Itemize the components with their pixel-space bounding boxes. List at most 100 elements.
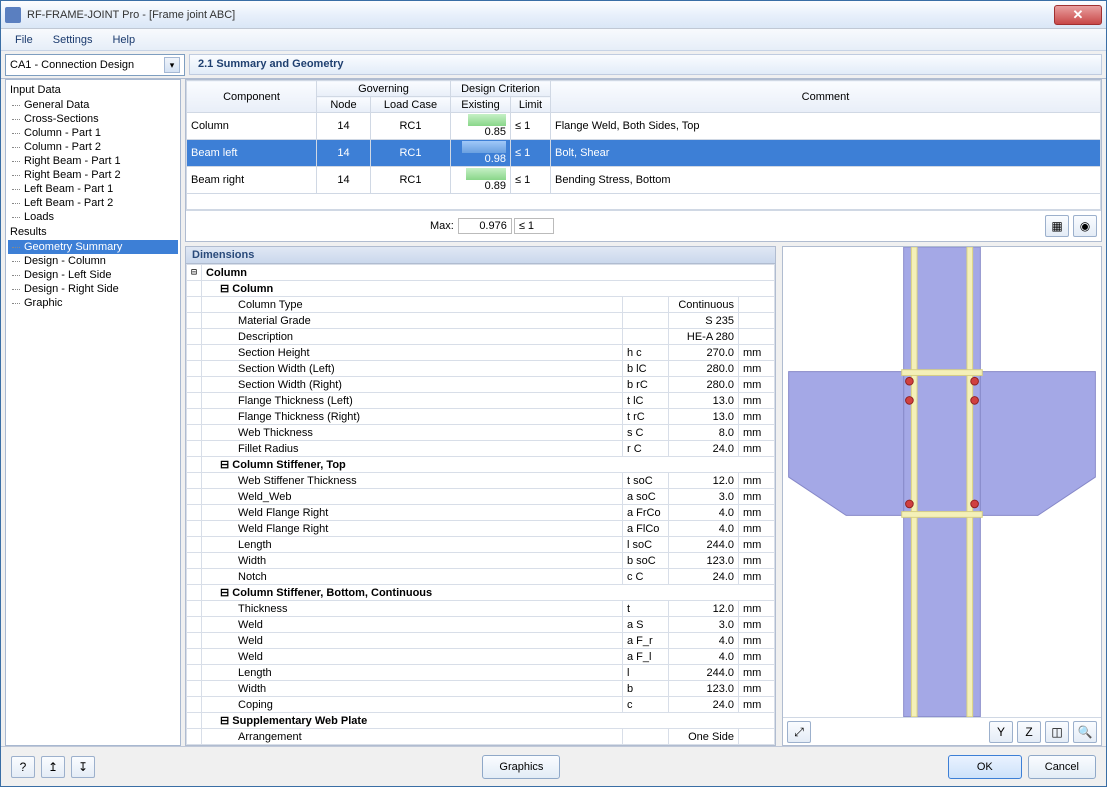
menubar: File Settings Help <box>1 29 1106 51</box>
th-limit: Limit <box>511 97 551 113</box>
tree-item[interactable]: General Data <box>8 98 178 112</box>
eye-icon[interactable]: ◉ <box>1073 215 1097 237</box>
graphics-button[interactable]: Graphics <box>482 755 560 779</box>
body: Input Data General DataCross-SectionsCol… <box>1 79 1106 746</box>
summary-table: Component Governing Design Criterion Com… <box>185 79 1102 242</box>
tree-item[interactable]: Design - Left Side <box>8 268 178 282</box>
nav-tree[interactable]: Input Data General DataCross-SectionsCol… <box>5 79 181 746</box>
bottombar: ? ↥ ↧ Graphics OK Cancel <box>1 746 1106 786</box>
tree-item[interactable]: Right Beam - Part 1 <box>8 154 178 168</box>
th-loadcase: Load Case <box>371 97 451 113</box>
dim-row[interactable]: Weld Flange Righta FrCo4.0mm <box>187 505 775 521</box>
max-limit: ≤ 1 <box>514 218 554 234</box>
close-button[interactable]: ✕ <box>1054 5 1102 25</box>
dim-row[interactable]: Web Stiffener Thicknesst soC12.0mm <box>187 473 775 489</box>
import-icon[interactable]: ↥ <box>41 756 65 778</box>
th-component: Component <box>187 81 317 113</box>
joint-preview[interactable] <box>783 247 1101 717</box>
dim-row[interactable]: Section Width (Left)b lC280.0mm <box>187 361 775 377</box>
dim-row[interactable]: Flange Thickness (Left)t lC13.0mm <box>187 393 775 409</box>
tree-item[interactable]: Graphic <box>8 296 178 310</box>
max-label: Max: <box>430 220 454 232</box>
summary-row[interactable]: Beam left14RC1 0.98≤ 1Bolt, Shear <box>187 140 1101 167</box>
tree-item[interactable]: Design - Right Side <box>8 282 178 296</box>
titlebar: RF-FRAME-JOINT Pro - [Frame joint ABC] ✕ <box>1 1 1106 29</box>
zoom-icon[interactable]: 🔍 <box>1073 721 1097 743</box>
tree-item[interactable]: Column - Part 2 <box>8 140 178 154</box>
tree-item[interactable]: Geometry Summary <box>8 240 178 254</box>
ok-button[interactable]: OK <box>948 755 1022 779</box>
dim-row[interactable]: ⊟ Column <box>187 281 775 297</box>
tree-item[interactable]: Cross-Sections <box>8 112 178 126</box>
tree-item[interactable]: Design - Column <box>8 254 178 268</box>
content: Component Governing Design Criterion Com… <box>185 79 1102 746</box>
tree-item[interactable]: Loads <box>8 210 178 224</box>
case-combo[interactable]: CA1 - Connection Design ▾ <box>5 54 185 76</box>
dim-row[interactable]: Weld Flange Righta FlCo4.0mm <box>187 521 775 537</box>
dim-row[interactable]: Welda F_r4.0mm <box>187 633 775 649</box>
dim-row[interactable]: Section Width (Right)b rC280.0mm <box>187 377 775 393</box>
dim-row[interactable]: Web Thicknesss C8.0mm <box>187 425 775 441</box>
measure-icon[interactable]: ⤢ <box>787 721 811 743</box>
dimensions-panel: Dimensions ⊟Column⊟ ColumnColumn TypeCon… <box>185 246 776 746</box>
max-value: 0.976 <box>458 218 512 234</box>
menu-help[interactable]: Help <box>104 32 143 48</box>
toolbar: CA1 - Connection Design ▾ 2.1 Summary an… <box>1 51 1106 79</box>
dim-row[interactable]: Flange Thickness (Right)t rC13.0mm <box>187 409 775 425</box>
app-icon <box>5 7 21 23</box>
dimensions-title: Dimensions <box>186 247 775 264</box>
dim-row[interactable]: Fillet Radiusr C24.0mm <box>187 441 775 457</box>
case-combo-value: CA1 - Connection Design <box>10 59 134 71</box>
chevron-down-icon: ▾ <box>164 57 180 73</box>
dim-row[interactable]: DescriptionHE-A 280 <box>187 329 775 345</box>
th-node: Node <box>317 97 371 113</box>
tree-results-hdr: Results <box>8 224 178 240</box>
tree-item[interactable]: Left Beam - Part 1 <box>8 182 178 196</box>
th-criterion: Design Criterion <box>451 81 551 97</box>
dim-row[interactable]: Welda F_l4.0mm <box>187 649 775 665</box>
export-icon[interactable]: ↧ <box>71 756 95 778</box>
dim-row[interactable]: ⊟ Column Stiffener, Bottom, Continuous <box>187 585 775 601</box>
menu-settings[interactable]: Settings <box>45 32 101 48</box>
dim-row[interactable]: Lengthl244.0mm <box>187 665 775 681</box>
dim-row[interactable]: Weld_Weba soC3.0mm <box>187 489 775 505</box>
max-row: Max: 0.976 ≤ 1 ▦ ◉ <box>186 210 1101 241</box>
tree-input-hdr: Input Data <box>8 82 178 98</box>
dim-row[interactable]: Copingc24.0mm <box>187 697 775 713</box>
axis-y-icon[interactable]: Y <box>989 721 1013 743</box>
th-comment: Comment <box>551 81 1101 113</box>
cancel-button[interactable]: Cancel <box>1028 755 1096 779</box>
th-existing: Existing <box>451 97 511 113</box>
dim-row[interactable]: ArrangementOne Side <box>187 729 775 745</box>
preview-toolbar: ⤢ Y Z ◫ 🔍 <box>783 717 1101 745</box>
help-icon[interactable]: ? <box>11 756 35 778</box>
menu-file[interactable]: File <box>7 32 41 48</box>
dim-row[interactable]: Lengthl soC244.0mm <box>187 537 775 553</box>
dim-row[interactable]: ⊟ Supplementary Web Plate <box>187 713 775 729</box>
app-window: RF-FRAME-JOINT Pro - [Frame joint ABC] ✕… <box>0 0 1107 787</box>
dimensions-body[interactable]: ⊟Column⊟ ColumnColumn TypeContinuousMate… <box>186 264 775 745</box>
summary-row[interactable]: Column14RC1 0.85≤ 1Flange Weld, Both Sid… <box>187 113 1101 140</box>
tree-item[interactable]: Right Beam - Part 2 <box>8 168 178 182</box>
panel-title: 2.1 Summary and Geometry <box>189 54 1102 75</box>
dim-row[interactable]: Material GradeS 235 <box>187 313 775 329</box>
dim-row[interactable]: Thicknesst12.0mm <box>187 601 775 617</box>
dim-row[interactable]: Widthb123.0mm <box>187 681 775 697</box>
dim-row[interactable]: Widthb soC123.0mm <box>187 553 775 569</box>
tree-item[interactable]: Column - Part 1 <box>8 126 178 140</box>
preview-panel: ⤢ Y Z ◫ 🔍 <box>782 246 1102 746</box>
dim-row[interactable]: ⊟ Column Stiffener, Top <box>187 457 775 473</box>
window-title: RF-FRAME-JOINT Pro - [Frame joint ABC] <box>27 9 1054 21</box>
iso-icon[interactable]: ◫ <box>1045 721 1069 743</box>
th-governing: Governing <box>317 81 451 97</box>
dim-row[interactable]: Welda S3.0mm <box>187 617 775 633</box>
lower-panels: Dimensions ⊟Column⊟ ColumnColumn TypeCon… <box>185 246 1102 746</box>
dim-row[interactable]: ⊟Column <box>187 265 775 281</box>
dim-row[interactable]: Column TypeContinuous <box>187 297 775 313</box>
tree-item[interactable]: Left Beam - Part 2 <box>8 196 178 210</box>
summary-row[interactable]: Beam right14RC1 0.89≤ 1Bending Stress, B… <box>187 167 1101 194</box>
dim-row[interactable]: Notchc C24.0mm <box>187 569 775 585</box>
dim-row[interactable]: Section Heighth c270.0mm <box>187 345 775 361</box>
filter-icon[interactable]: ▦ <box>1045 215 1069 237</box>
axis-z-icon[interactable]: Z <box>1017 721 1041 743</box>
